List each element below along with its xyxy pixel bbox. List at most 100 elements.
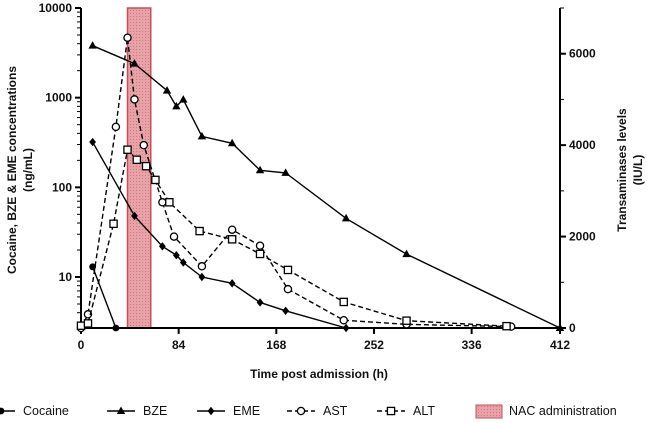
series-line-alt [80,148,507,327]
data-point-alt [132,155,142,165]
data-point-ast [197,262,207,271]
x-tick-label: 168 [266,338,286,352]
data-point-eme [256,298,264,307]
data-point-bze [197,131,207,140]
data-point-alt [283,265,293,275]
x-tick-label: 412 [550,338,570,352]
legend-label-eme: EME [233,404,260,418]
x-axis-label: Time post admission (h) [250,367,388,381]
series-line-cocaine [91,266,117,329]
legend-marker-ast [296,406,306,416]
data-point-alt [402,316,411,325]
data-point-bze [255,165,265,174]
data-point-eme [172,251,180,260]
data-point-alt [227,235,237,244]
legend-label-cocaine: Cocaine [23,404,69,418]
data-point-ast [139,140,149,150]
series-layer [76,33,565,333]
series-bze [88,41,565,331]
legend-marker-cocaine [0,407,5,415]
data-point-ast [158,198,167,207]
data-point-ast [339,315,349,325]
data-point-ast [227,225,237,234]
ticks-layer: 0 84 168 252 336 412 10 100 1000 10000 0 2000 4000 60… [39,1,596,352]
data-point-ast [255,241,265,250]
y-left-tick-label: 1000 [45,91,72,105]
data-point-alt [339,297,349,307]
data-point-eme [228,279,236,288]
legend-marker-eme [207,406,215,416]
data-point-alt [165,198,174,207]
data-point-cocaine [89,263,97,271]
data-point-ast [111,122,121,132]
data-point-eme [179,258,187,267]
data-point-alt [109,219,118,229]
series-ast [76,33,516,333]
data-point-alt [141,161,151,171]
legend-item-bze: BZE [107,404,167,418]
data-point-eme [198,272,206,282]
y-left-tick-label: 100 [52,180,72,194]
legend-label-nac: NAC administration [509,404,617,418]
data-point-eme [158,242,166,251]
data-point-bze [172,101,181,110]
axes-layer [80,8,561,329]
series-alt [76,145,511,331]
data-point-ast [169,232,179,241]
data-point-alt [502,321,511,331]
y-right-tick-label: 2000 [569,230,596,244]
legend: Cocaine BZE EME AST ALT NAC administration [0,404,617,419]
data-point-bze [341,213,351,222]
y-right-axis-label-line2: (IU/L) [631,155,645,186]
x-tick-label: 0 [78,338,85,352]
x-tick-label: 84 [172,338,186,352]
data-point-eme [282,306,290,315]
data-point-bze [179,95,188,103]
y-left-tick-label: 10 [59,270,73,284]
y-left-tick-label: 10000 [39,1,73,15]
legend-label-ast: AST [323,404,348,418]
data-point-bze [162,86,172,94]
legend-swatch-nac [475,404,503,419]
legend-label-alt: ALT [413,404,435,418]
y-right-tick-label: 6000 [569,47,596,61]
y-left-axis-label-line2: (ng/mL) [21,148,35,192]
series-line-bze [92,45,561,329]
x-tick-label: 252 [364,338,384,352]
data-point-ast [123,33,132,42]
y-left-axis-label-line1: Cocaine, BZE & EME concentrations [5,66,19,274]
legend-marker-bze [116,406,126,414]
data-point-bze [402,249,411,258]
data-point-bze [555,323,565,331]
x-tick-label: 336 [462,338,482,352]
data-point-eme [89,137,97,147]
legend-label-bze: BZE [143,404,167,418]
data-point-bze [227,138,237,147]
y-right-tick-label: 0 [569,321,576,335]
legend-item-alt: ALT [377,404,435,418]
data-point-alt [76,321,86,330]
legend-item-eme: EME [197,404,260,418]
data-point-bze [130,59,139,67]
series-line-eme [92,141,347,329]
data-point-eme [342,323,350,333]
data-point-alt [123,145,132,154]
data-point-ast [283,284,293,294]
data-point-bze [281,168,290,176]
y-right-tick-label: 4000 [569,138,596,152]
data-point-ast [83,310,93,319]
legend-marker-alt [386,406,396,416]
data-point-cocaine [112,324,120,332]
legend-item-cocaine: Cocaine [0,404,69,418]
data-point-alt [255,249,265,259]
legend-item-ast: AST [287,404,348,418]
data-point-alt [151,175,160,185]
data-point-ast [130,95,139,104]
data-point-eme [131,211,138,221]
data-point-alt [83,319,93,328]
y-right-axis-label-line1: Transaminases levels [615,108,629,232]
series-eme [89,137,350,333]
data-point-alt [195,226,204,236]
series-cocaine [89,263,120,332]
